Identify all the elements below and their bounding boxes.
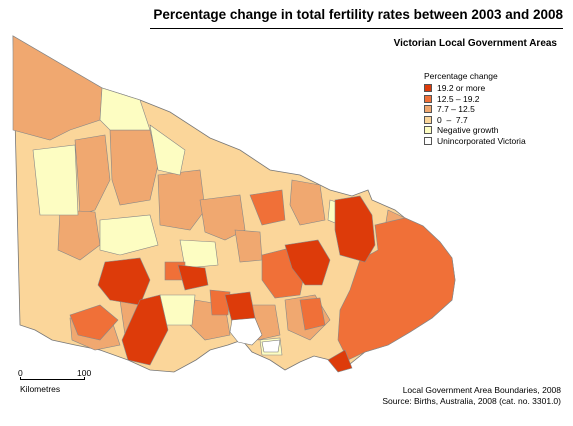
legend-label: 19.2 or more bbox=[437, 83, 486, 94]
lga-region bbox=[179, 239, 219, 269]
western-port bbox=[261, 339, 281, 353]
lga-region bbox=[32, 144, 79, 216]
lga-region bbox=[57, 209, 101, 261]
lga-region bbox=[327, 349, 353, 373]
data-source: Source: Births, Australia, 2008 (cat. no… bbox=[382, 396, 561, 406]
lga-region bbox=[284, 239, 331, 286]
legend-item: 0 – 7.7 bbox=[424, 115, 526, 126]
scale-line bbox=[20, 377, 85, 380]
legend-item: 7.7 – 12.5 bbox=[424, 104, 526, 115]
lga-region bbox=[99, 87, 151, 131]
legend-title: Percentage change bbox=[424, 71, 498, 81]
legend-swatch bbox=[424, 126, 432, 135]
legend-label: 7.7 – 12.5 bbox=[437, 104, 475, 115]
legend-label: 12.5 – 19.2 bbox=[437, 93, 480, 104]
boundary-source: Local Government Area Boundaries, 2008 bbox=[402, 385, 561, 395]
lga-region bbox=[74, 134, 111, 216]
map-legend: Percentage change 19.2 or more 12.5 – 19… bbox=[424, 71, 526, 146]
legend-label: 0 – 7.7 bbox=[437, 114, 468, 125]
lga-region bbox=[121, 294, 169, 366]
lga-region bbox=[99, 214, 159, 256]
lga-region bbox=[289, 179, 326, 226]
legend-swatch bbox=[424, 136, 432, 145]
legend-label: Negative growth bbox=[437, 125, 499, 136]
scale-zero-label: 0 bbox=[18, 368, 23, 378]
lga-region bbox=[69, 304, 119, 341]
lga-region bbox=[334, 195, 376, 263]
lga-region bbox=[177, 264, 209, 291]
map-subtitle: Victorian Local Government Areas bbox=[393, 38, 557, 49]
legend-label: Unincorporated Victoria bbox=[437, 135, 526, 146]
lga-region bbox=[299, 297, 326, 331]
lga-region bbox=[157, 169, 206, 231]
lga-region bbox=[109, 129, 159, 206]
lga-region bbox=[209, 289, 231, 316]
lga-region bbox=[337, 217, 456, 361]
legend-item: 19.2 or more bbox=[424, 83, 526, 94]
lga-region bbox=[149, 124, 186, 176]
lga-region bbox=[234, 229, 263, 263]
map-title: Percentage change in total fertility rat… bbox=[153, 7, 563, 22]
source-notes: Local Government Area Boundaries, 2008 S… bbox=[382, 385, 561, 407]
title-rule bbox=[150, 28, 563, 29]
lga-region bbox=[249, 189, 286, 226]
legend-swatch bbox=[424, 115, 432, 124]
legend-swatch bbox=[424, 84, 432, 93]
legend-swatch bbox=[424, 105, 432, 114]
lga-region bbox=[199, 194, 246, 241]
port-phillip-bay bbox=[229, 317, 263, 346]
legend-swatch bbox=[424, 94, 432, 103]
legend-item: Unincorporated Victoria bbox=[424, 136, 526, 147]
legend-item: Negative growth bbox=[424, 125, 526, 136]
scale-unit-label: Kilometres bbox=[20, 384, 61, 394]
scale-max-label: 100 bbox=[77, 368, 92, 378]
legend-item: 12.5 – 19.2 bbox=[424, 94, 526, 105]
